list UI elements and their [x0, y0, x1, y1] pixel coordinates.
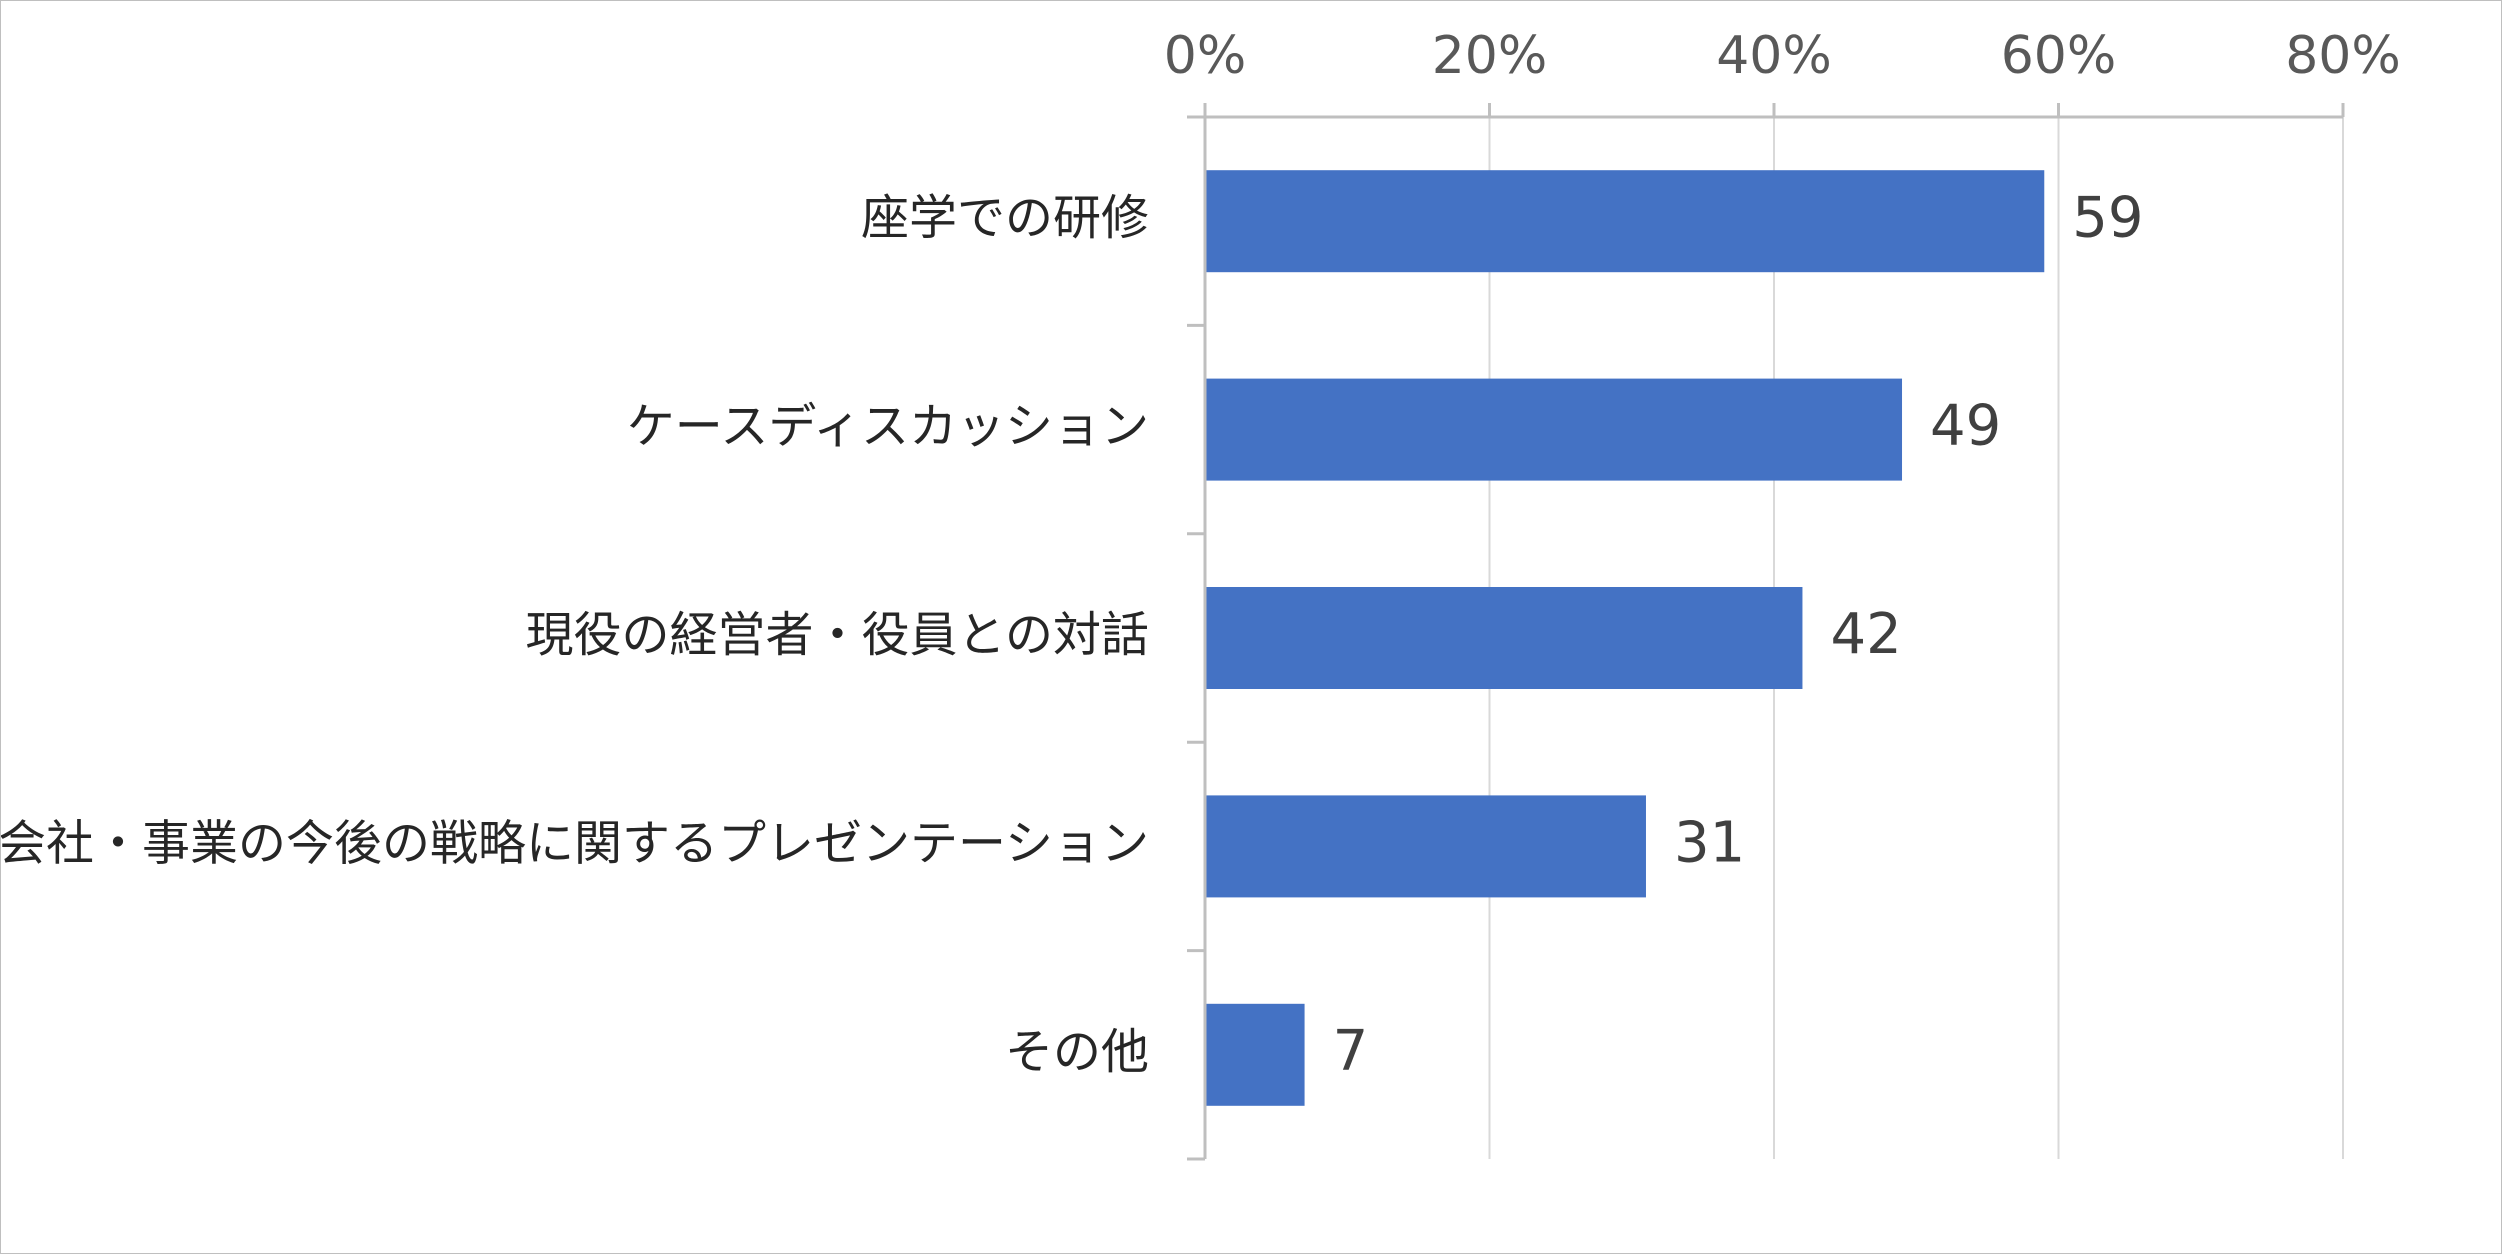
bar [1205, 1003, 1305, 1106]
x-tick-label: 80% [2285, 26, 2401, 86]
bar [1205, 587, 1803, 689]
data-label: 7 [1333, 1019, 1369, 1084]
bar [1205, 378, 1903, 481]
data-labels: 59 49 42 31 7 [1333, 185, 2144, 1084]
data-label: 42 [1830, 602, 1901, 667]
bar [1205, 170, 2045, 273]
x-tick-label: 60% [2001, 26, 2117, 86]
category-labels: 座学での研修ケースディスカッション現役の経営者・役員との対話会社・事業の今後の戦… [1, 190, 1149, 1080]
bar [1205, 795, 1646, 898]
category-label: 現役の経営者・役員との対話 [525, 607, 1149, 663]
category-label: 座学での研修 [861, 190, 1149, 246]
x-tick-label: 0% [1164, 26, 1247, 86]
category-label: その他 [1005, 1024, 1149, 1080]
x-tick-label: 40% [1716, 26, 1832, 86]
data-label: 31 [1674, 811, 1745, 876]
y-axis [1187, 103, 2345, 1161]
x-tick-label: 20% [1432, 26, 1548, 86]
category-label: 会社・事業の今後の戦略に関するプレゼンテーション [1, 815, 1149, 871]
bars [1205, 170, 2045, 1106]
x-axis-ticks: 0% 20% 40% 60% 80% [1164, 26, 2401, 86]
data-label: 59 [2072, 185, 2143, 250]
data-label: 49 [1930, 394, 2001, 459]
category-label: ケースディスカッション [627, 399, 1149, 455]
